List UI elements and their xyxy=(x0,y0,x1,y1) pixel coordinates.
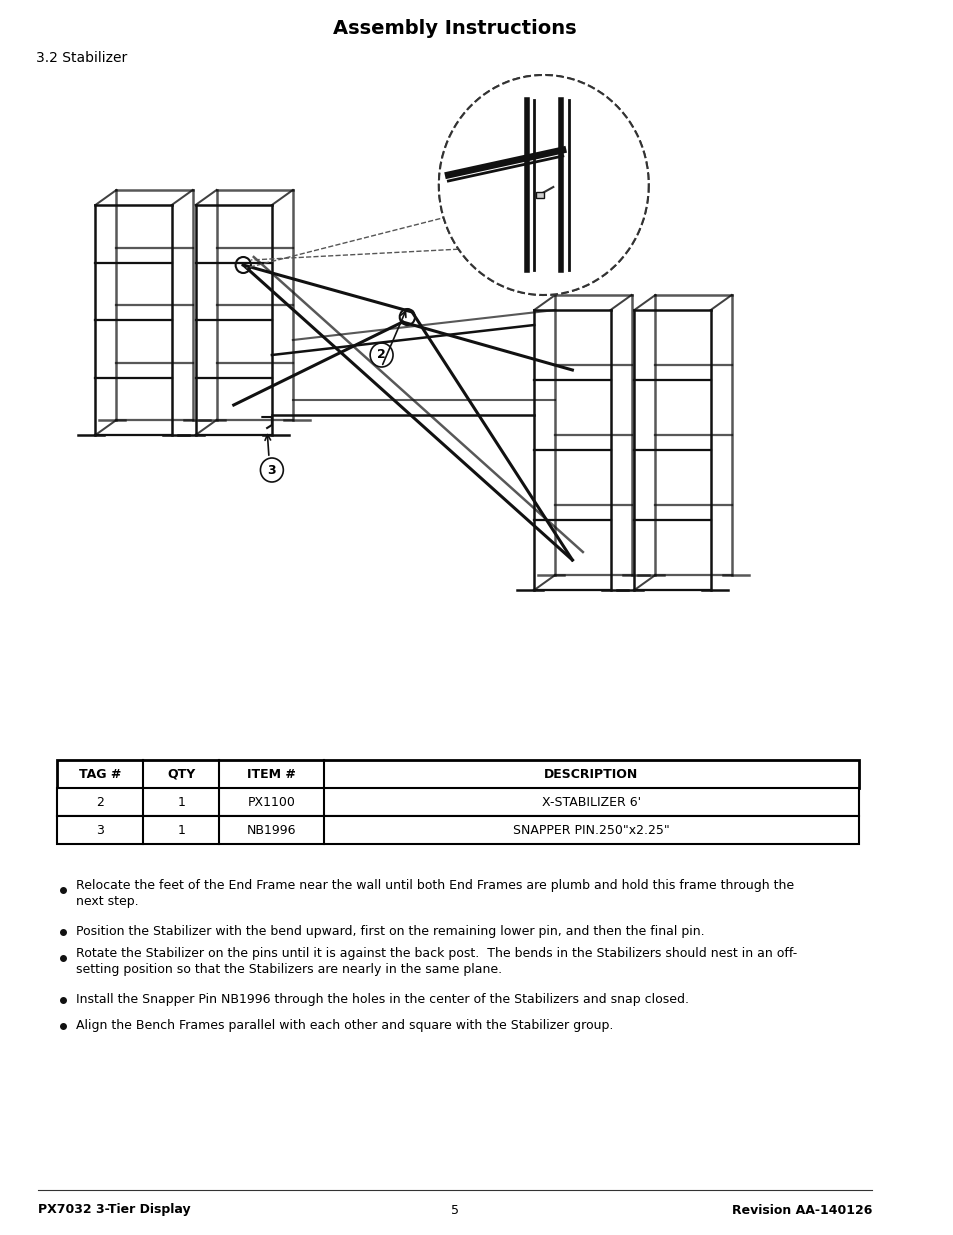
Text: 1: 1 xyxy=(177,824,185,836)
Text: Rotate the Stabilizer on the pins until it is against the back post.  The bends : Rotate the Stabilizer on the pins until … xyxy=(76,947,797,961)
Text: X-STABILIZER 6': X-STABILIZER 6' xyxy=(541,795,640,809)
Bar xyxy=(57,816,858,844)
Text: PX1100: PX1100 xyxy=(248,795,295,809)
Text: 3: 3 xyxy=(96,824,104,836)
Text: setting position so that the Stabilizers are nearly in the same plane.: setting position so that the Stabilizers… xyxy=(76,963,502,977)
Text: Install the Snapper Pin NB1996 through the holes in the center of the Stabilizer: Install the Snapper Pin NB1996 through t… xyxy=(76,993,689,1007)
Circle shape xyxy=(370,343,393,367)
Circle shape xyxy=(438,75,648,295)
Text: Position the Stabilizer with the bend upward, first on the remaining lower pin, : Position the Stabilizer with the bend up… xyxy=(76,925,704,939)
Text: PX7032 3-Tier Display: PX7032 3-Tier Display xyxy=(38,1203,191,1216)
Text: Relocate the feet of the End Frame near the wall until both End Frames are plumb: Relocate the feet of the End Frame near … xyxy=(76,879,794,893)
Text: 3.2 Stabilizer: 3.2 Stabilizer xyxy=(36,51,128,65)
Text: Revision AA-140126: Revision AA-140126 xyxy=(731,1203,871,1216)
Text: 2: 2 xyxy=(96,795,104,809)
Text: TAG #: TAG # xyxy=(79,767,121,781)
Circle shape xyxy=(260,458,283,482)
Text: ITEM #: ITEM # xyxy=(247,767,296,781)
Text: NB1996: NB1996 xyxy=(247,824,296,836)
Bar xyxy=(57,788,858,816)
Text: DESCRIPTION: DESCRIPTION xyxy=(544,767,638,781)
Text: Align the Bench Frames parallel with each other and square with the Stabilizer g: Align the Bench Frames parallel with eac… xyxy=(76,1020,613,1032)
Bar xyxy=(57,760,858,788)
Text: 5: 5 xyxy=(451,1203,458,1216)
Bar xyxy=(536,191,543,198)
Text: next step.: next step. xyxy=(76,895,139,909)
Text: 3: 3 xyxy=(267,463,276,477)
Text: 1: 1 xyxy=(177,795,185,809)
Text: QTY: QTY xyxy=(167,767,195,781)
Text: SNAPPER PIN.250"x2.25": SNAPPER PIN.250"x2.25" xyxy=(513,824,669,836)
Text: 2: 2 xyxy=(376,348,386,362)
Text: Assembly Instructions: Assembly Instructions xyxy=(333,19,577,37)
